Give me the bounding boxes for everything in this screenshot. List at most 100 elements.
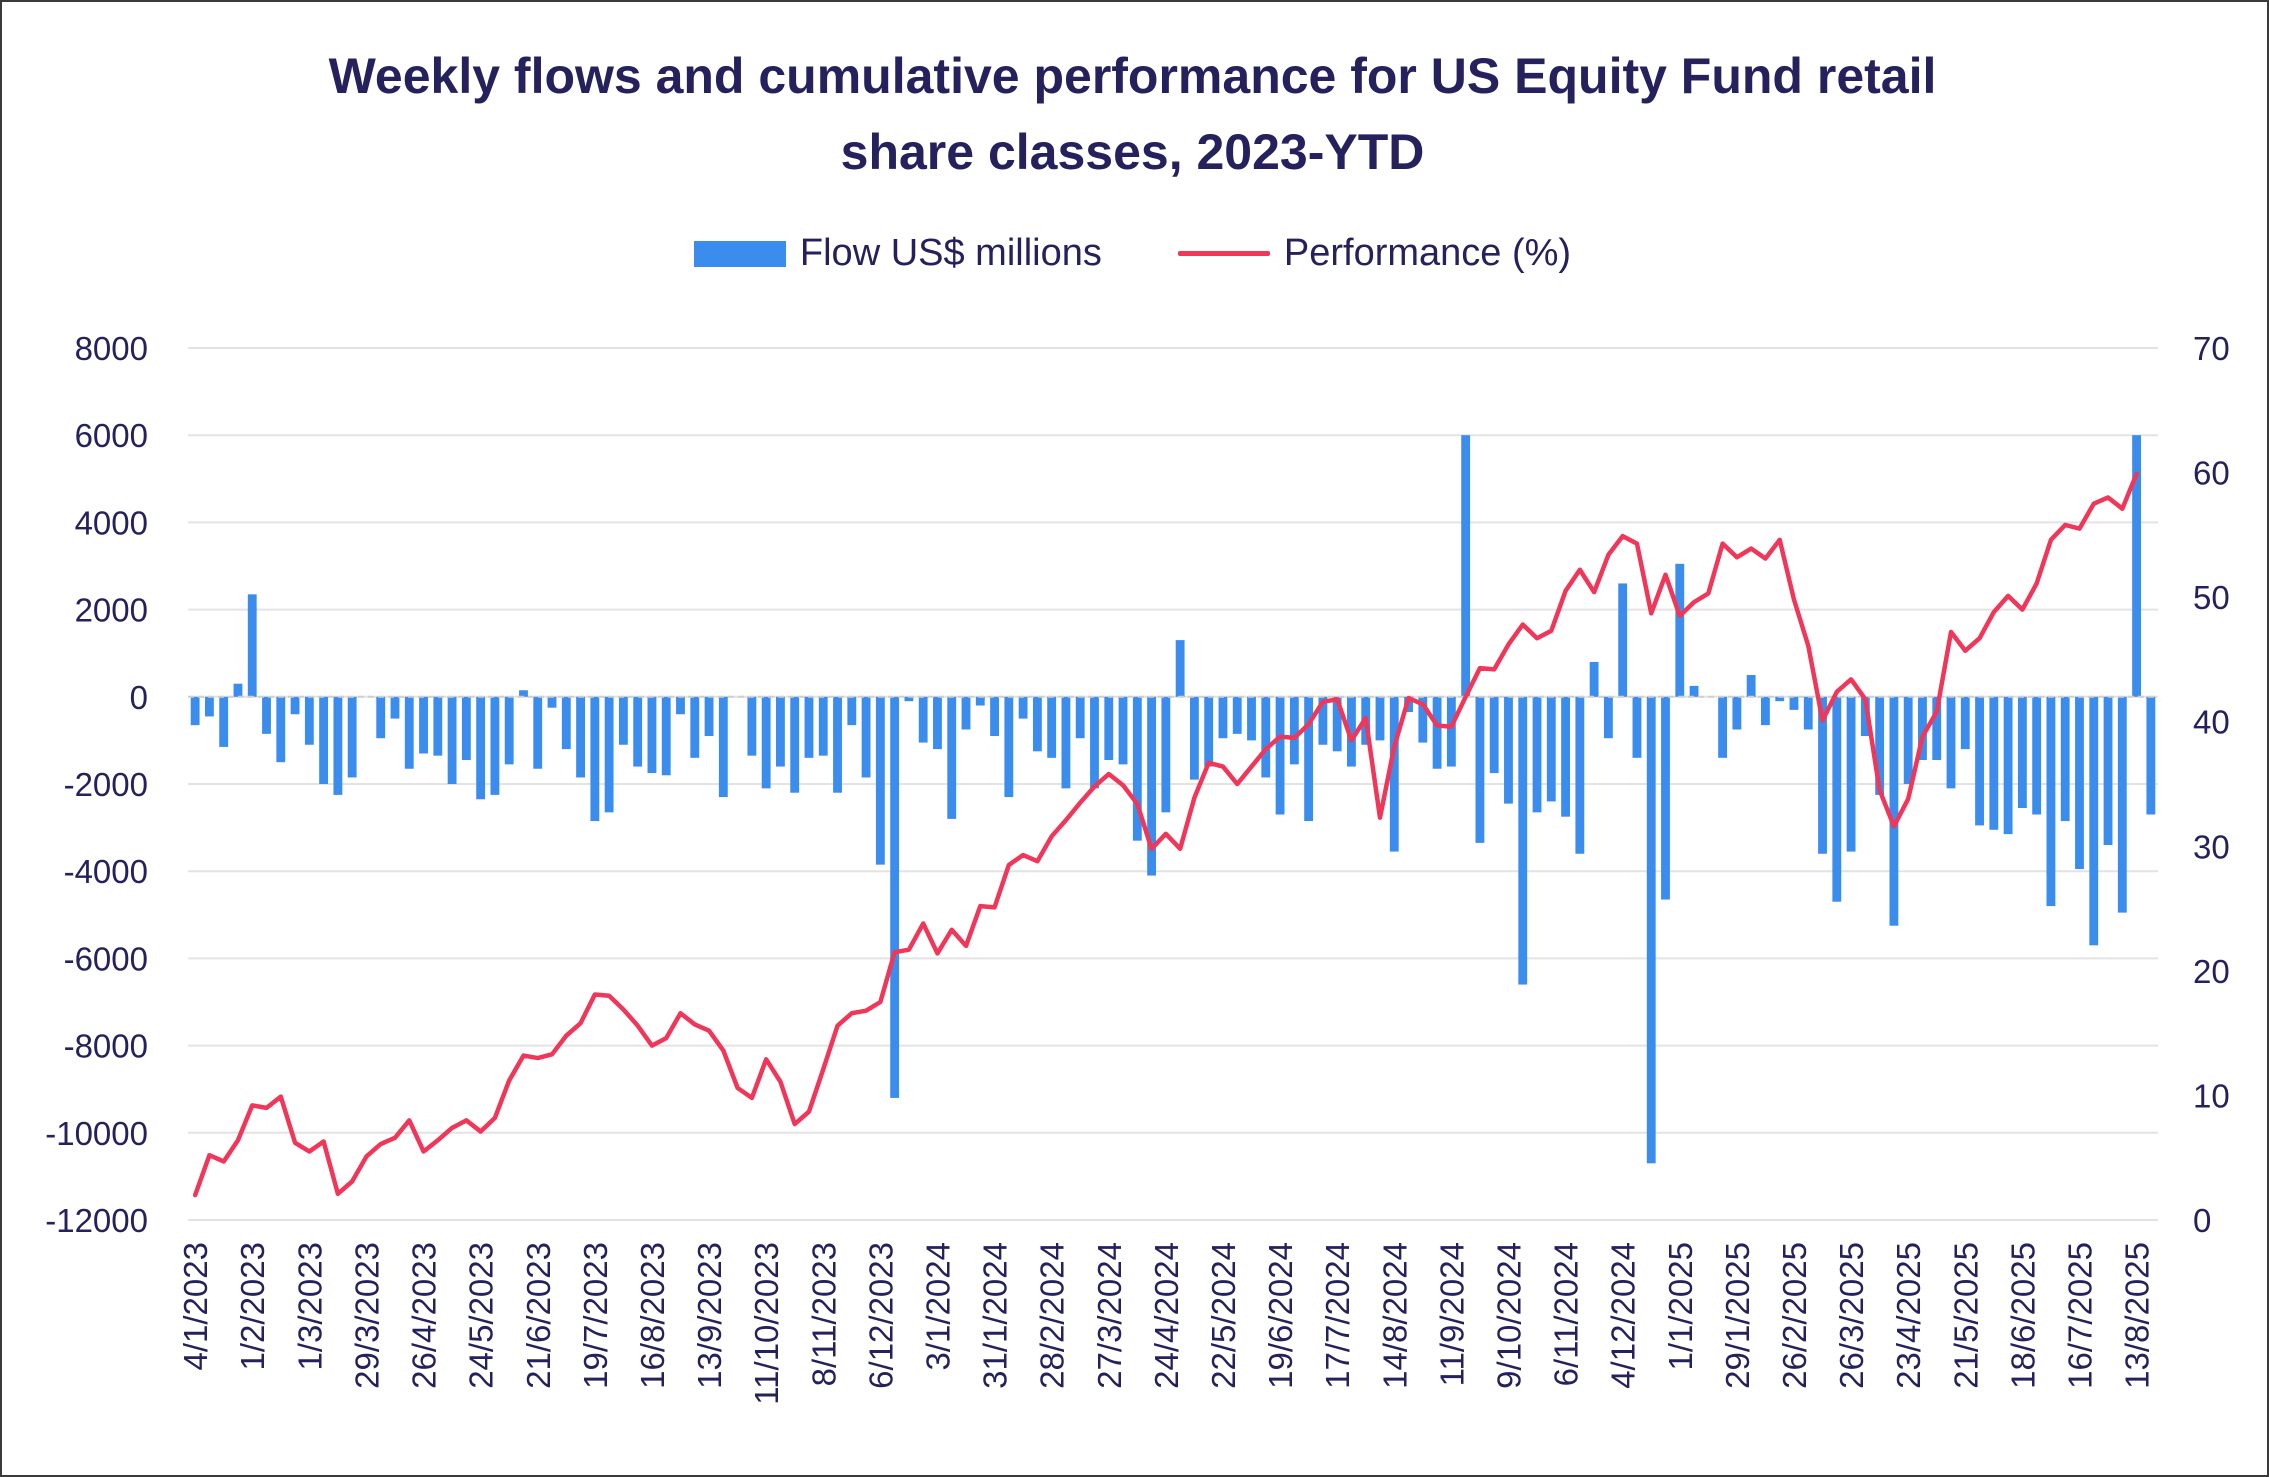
flow-bar	[861, 696, 871, 778]
x-axis-tick-label: 26/4/2023	[406, 1242, 443, 1389]
flow-bar	[519, 690, 528, 697]
flow-bar	[1389, 696, 1399, 852]
flow-bar	[2103, 696, 2113, 846]
flow-bar	[690, 696, 700, 758]
flow-bar	[1247, 696, 1256, 741]
flow-bar	[661, 696, 671, 776]
flow-bar	[1846, 696, 1856, 852]
flow-bar	[990, 696, 999, 737]
x-axis-tick-label: 17/7/2024	[1319, 1242, 1356, 1389]
flow-bar	[1775, 696, 1785, 702]
legend-label-performance: Performance (%)	[1283, 232, 1572, 274]
flow-bar	[2046, 696, 2056, 907]
flow-bar	[1090, 696, 1099, 789]
flow-bar	[1675, 563, 1685, 697]
flow-bar	[1546, 696, 1556, 802]
flow-bar	[590, 696, 600, 822]
right-axis-tick-label: 40	[2193, 704, 2230, 741]
performance-line	[192, 471, 2139, 1198]
flow-bar	[1575, 696, 1585, 854]
flow-bar	[890, 696, 900, 1098]
flow-bar	[1603, 696, 1613, 739]
flow-bar	[490, 696, 500, 795]
left-axis-tick-label: -10000	[45, 1115, 148, 1152]
flow-bar	[718, 696, 728, 798]
x-axis-tick-label: 8/11/2023	[805, 1242, 842, 1386]
flow-bar	[476, 696, 486, 800]
flow-bar	[1175, 640, 1185, 697]
x-axis-tick-label: 21/5/2025	[1947, 1242, 1984, 1389]
x-axis-tick-label: 23/4/2025	[1890, 1242, 1927, 1389]
flow-bar	[2075, 696, 2084, 870]
flow-bar	[1032, 696, 1042, 752]
flow-bar	[262, 696, 271, 734]
flow-bars	[190, 435, 2156, 1164]
x-axis-tick-label: 6/12/2023	[862, 1242, 899, 1389]
left-axis-tick-label: 0	[130, 679, 148, 716]
x-axis-tick-label: 4/1/2023	[177, 1242, 214, 1370]
flow-bar	[1118, 696, 1128, 765]
flow-bar	[547, 696, 557, 708]
flow-bar	[1618, 583, 1628, 697]
flow-bar	[1532, 696, 1542, 813]
flow-bar	[1561, 696, 1570, 817]
flow-bar	[747, 696, 757, 756]
flow-bar	[2132, 435, 2142, 697]
x-axis-tick-label: 29/1/2025	[1719, 1242, 1756, 1389]
flow-bar	[247, 594, 257, 697]
flow-bar	[776, 696, 785, 767]
x-axis-tick-label: 28/2/2024	[1034, 1242, 1071, 1389]
flow-bar	[1732, 696, 1742, 730]
flow-bar	[190, 696, 200, 726]
flow-bar	[1875, 696, 1885, 795]
flow-bar	[1803, 696, 1813, 730]
flow-bar	[961, 696, 971, 730]
flow-bar	[1646, 696, 1656, 1164]
legend-swatch-flow	[693, 240, 786, 267]
x-axis-tick-label: 6/11/2024	[1548, 1242, 1585, 1386]
flow-bar	[2003, 696, 2013, 835]
x-axis-tick-label: 11/10/2023	[748, 1242, 785, 1405]
legend-swatch-performance	[1177, 251, 1270, 256]
x-axis-tick-label: 9/10/2024	[1490, 1242, 1527, 1389]
flow-bar	[2089, 696, 2099, 946]
x-axis-tick-label: 16/7/2025	[2061, 1242, 2098, 1389]
flow-bar	[1075, 696, 1085, 739]
x-axis-tick-label: 19/7/2023	[577, 1242, 614, 1389]
x-axis-tick-label: 1/3/2023	[291, 1242, 328, 1370]
flow-bar	[1218, 696, 1228, 739]
flow-bar	[1318, 696, 1328, 745]
left-axis-ticks: 8000 6000 4000 2000 0 -2000 -4000 -6000 -8000 -10…	[45, 330, 148, 1239]
x-axis-tick-label: 29/3/2023	[348, 1242, 385, 1389]
flow-bar	[1689, 685, 1699, 697]
x-axis-tick-label: 1/1/2025	[1662, 1242, 1699, 1370]
left-axis-tick-label: -4000	[64, 853, 148, 890]
flow-bar	[1432, 696, 1442, 769]
flow-bar	[1018, 696, 1028, 719]
x-axis-ticks: 4/1/2023 1/2/2023 1/3/2023 29/3/2023 26/4/20…	[177, 1242, 2155, 1405]
flow-bar	[1332, 696, 1342, 752]
flow-bar	[875, 696, 885, 865]
flow-bar	[790, 696, 800, 793]
flow-bar	[576, 696, 585, 778]
flow-bar	[1475, 696, 1485, 843]
flow-bar	[1061, 696, 1071, 789]
x-axis-tick-label: 1/2/2023	[234, 1242, 271, 1370]
x-axis-tick-label: 26/2/2025	[1776, 1242, 1813, 1389]
flow-bar	[1489, 696, 1499, 774]
flow-bar	[1375, 696, 1385, 741]
left-axis-tick-label: -12000	[45, 1202, 148, 1239]
x-axis-tick-label: 31/1/2024	[977, 1242, 1014, 1389]
flow-bar	[419, 696, 428, 754]
flow-bar	[1347, 696, 1356, 767]
left-axis-tick-label: -6000	[64, 940, 148, 977]
flow-bar	[933, 696, 942, 750]
x-axis-tick-label: 11/9/2024	[1433, 1242, 1470, 1386]
flow-bar	[504, 696, 514, 765]
flow-bar	[1132, 696, 1142, 841]
chart-legend: Flow US$ millions Performance (%)	[0, 232, 2265, 275]
flow-bar	[1818, 696, 1827, 854]
flow-bar	[1261, 696, 1271, 778]
performance-line-group	[192, 471, 2139, 1198]
flow-bar	[1761, 696, 1770, 726]
